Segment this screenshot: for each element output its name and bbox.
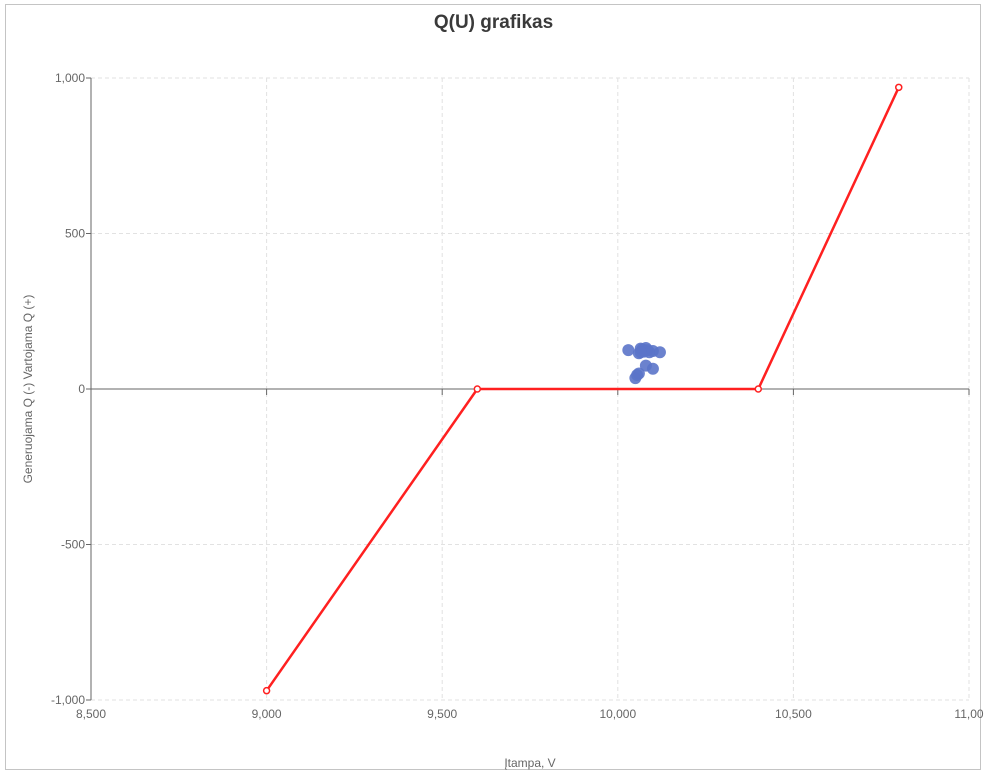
x-axis-label: Įtampa, V [504, 756, 555, 770]
y-tick-label: 500 [65, 227, 85, 241]
y-tick-label: 0 [78, 382, 85, 396]
measurement-point [634, 346, 647, 359]
line-point [754, 385, 763, 393]
y-tick-label: -1,000 [51, 693, 85, 707]
y-tick-label: -500 [61, 538, 85, 552]
x-tick-label: 9,500 [427, 707, 457, 721]
measurement-point [632, 367, 645, 380]
tick-labels: -1,000 -500 0 500 1,000 8,500 9,000 9,500 10,000… [51, 71, 984, 721]
measurement-point [653, 346, 666, 359]
y-tick-label: 1,000 [55, 71, 85, 85]
x-tick-label: 11,00 [954, 707, 983, 721]
line-point [473, 385, 482, 393]
x-tick-label: 10,500 [775, 707, 812, 721]
line-point [895, 83, 903, 92]
chart-frame [5, 4, 981, 770]
x-tick-label: 8,500 [76, 707, 106, 721]
y-axis-label: Generuojama Q (-) Vartojama Q (+) [21, 295, 35, 484]
qu-characteristic-line [265, 86, 900, 692]
measurement-point [622, 344, 635, 357]
chart-title: Q(U) grafikas [433, 12, 554, 33]
x-tick-label: 9,000 [252, 707, 282, 721]
measurement-point [646, 362, 659, 375]
x-tick-label: 10,000 [599, 707, 636, 721]
plot-area [262, 83, 903, 695]
line-point [262, 686, 271, 695]
